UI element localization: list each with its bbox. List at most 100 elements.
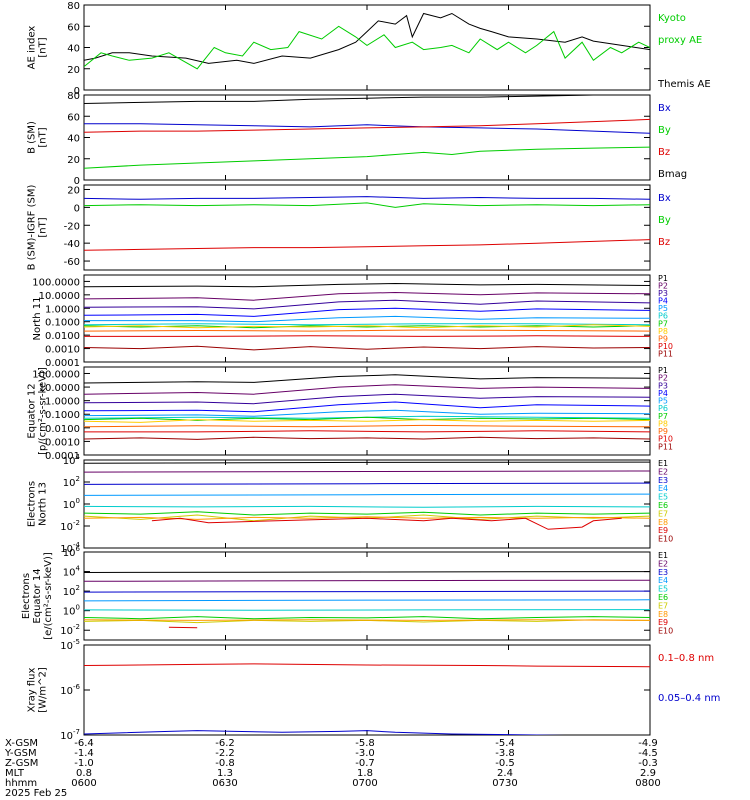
legend-entry: P8 [658, 419, 668, 428]
legend-entry: P8 [658, 327, 668, 336]
series-line-e4 [84, 599, 650, 602]
panel-4: 100.0000 10.0000 1.0000 0.1000 0.0100 0.0010 0… [32, 274, 673, 369]
legend-entry: Bx [658, 193, 671, 204]
panel-frame [83, 644, 651, 736]
series-line-p6 [84, 323, 650, 326]
y-axis-label: B (SM)-IGRF (SM) [27, 185, 38, 271]
series-line-themis-ae [84, 12, 650, 64]
series-line-e5 [84, 505, 650, 508]
y-axis-label: Electrons [27, 481, 38, 527]
series-line-p10 [84, 335, 650, 337]
ephemeris-value: -6.2 [215, 738, 235, 749]
y-tick-label: 10-6 [60, 683, 80, 697]
series-line-p4 [84, 401, 650, 413]
ephemeris-value: -3.8 [495, 748, 515, 759]
y-tick-label: 0.0001 [45, 358, 80, 369]
legend-entry: P4 [658, 389, 668, 398]
legend-entry: P4 [658, 297, 668, 306]
legend-entry: E10 [658, 535, 673, 544]
series-line-bz [84, 118, 650, 133]
series-line-p8 [84, 419, 650, 423]
series-line-kyoto-proxy-ae [84, 25, 650, 70]
legend-entry: By [658, 125, 671, 136]
series-line-by [84, 202, 650, 208]
ephemeris-value: -0.7 [355, 758, 375, 769]
legend-entry: E9 [658, 618, 668, 627]
y-tick-label: 100.0000 [32, 369, 80, 380]
ephemeris-value: 1.8 [357, 768, 373, 779]
ephemeris-label: Z-GSM [5, 758, 38, 769]
ephemeris-value: 0800 [635, 778, 660, 789]
y-tick-label: 1.0000 [45, 397, 80, 408]
y-tick-label: 0.0010 [45, 437, 80, 448]
ephemeris-value: -4.9 [638, 738, 658, 749]
y-tick-label: 1.0000 [45, 304, 80, 315]
date-label: 2025 Feb 25 [5, 788, 67, 799]
legend-entry: E8 [658, 518, 668, 527]
legend-entry: P10 [658, 435, 673, 444]
y-axis-label: [nT] [38, 217, 49, 237]
y-axis-label: [W/m^2] [38, 667, 49, 713]
legend-entry: P1 [658, 274, 668, 283]
y-tick-label: 102 [63, 475, 80, 489]
legend-entry: E6 [658, 593, 668, 602]
legend-entry: E7 [658, 601, 668, 610]
y-tick-label: 40 [67, 44, 80, 55]
y-tick-label: 0 [74, 176, 80, 187]
legend-entry: P5 [658, 304, 668, 313]
y-tick-label: 0.1000 [45, 318, 80, 329]
ephemeris-label: MLT [5, 768, 25, 779]
series-line-e3 [84, 590, 650, 593]
y-tick-label: 60 [67, 22, 80, 33]
series-line-e2 [84, 470, 650, 473]
y-tick-label: 80 [67, 91, 80, 102]
ephemeris-value: 2.9 [640, 768, 656, 779]
legend-entry: Themis AE [657, 79, 711, 90]
legend-entry: E2 [658, 467, 668, 476]
y-tick-label: 0.0010 [45, 345, 80, 356]
ephemeris-value: -1.0 [74, 758, 94, 769]
y-axis-label: Xray flux [27, 668, 38, 713]
y-tick-label: 0 [74, 86, 80, 97]
y-tick-label: 10-5 [60, 638, 80, 652]
ephemeris-label: X-GSM [5, 738, 38, 749]
legend-entry: P11 [658, 442, 673, 451]
panel-8: 10-5 10-6 10-7 Xray flux [W/m^2] 0.1–0.8 nm 0.… [27, 638, 721, 742]
y-tick-label: 0 [74, 203, 80, 214]
y-tick-label: 10.0000 [39, 383, 80, 394]
panel-2: 0 20 40 60 80 B (SM) [nT] Bx By Bz Bmag [27, 91, 688, 187]
series-line-p11 [84, 345, 650, 351]
y-tick-label: 20 [67, 185, 80, 196]
ephemeris-value: -3.0 [355, 748, 375, 759]
y-tick-label: 10-2 [60, 623, 80, 637]
y-tick-label: 106 [63, 545, 81, 559]
y-axis-label: Equator 12 [27, 383, 38, 438]
ephemeris-value: -6.4 [74, 738, 94, 749]
y-tick-label: 102 [63, 584, 80, 598]
y-axis-label: [nT] [38, 127, 49, 147]
y-tick-label: 100 [63, 604, 80, 618]
legend-entry: Kyoto [658, 13, 686, 24]
y-axis-label: Electrons [21, 573, 32, 619]
legend-entry: Bx [658, 103, 671, 114]
legend-entry: Bz [658, 147, 670, 158]
legend-entry: E5 [658, 585, 668, 594]
series-line-p3 [84, 393, 650, 405]
legend-entry: P3 [658, 381, 668, 390]
legend-entry: 0.05–0.4 nm [658, 693, 720, 704]
legend-entry: P2 [658, 374, 668, 383]
ephemeris-value: 0700 [352, 778, 377, 789]
legend-entry: P9 [658, 427, 668, 436]
y-tick-label: 104 [63, 453, 81, 467]
series-line-p10 [84, 430, 650, 433]
ephemeris-value: -0.8 [215, 758, 235, 769]
legend-entry: 0.1–0.8 nm [658, 653, 714, 664]
series-line-p3 [84, 299, 650, 310]
series-line-e9 [151, 517, 622, 530]
ephemeris-value: -4.5 [638, 748, 658, 759]
y-tick-label: 80 [67, 1, 80, 12]
y-tick-label: 40 [67, 134, 80, 145]
ephemeris-value: -0.5 [495, 758, 515, 769]
ephemeris-value: 1.3 [217, 768, 233, 779]
ephemeris-label: hhmm [5, 778, 37, 789]
